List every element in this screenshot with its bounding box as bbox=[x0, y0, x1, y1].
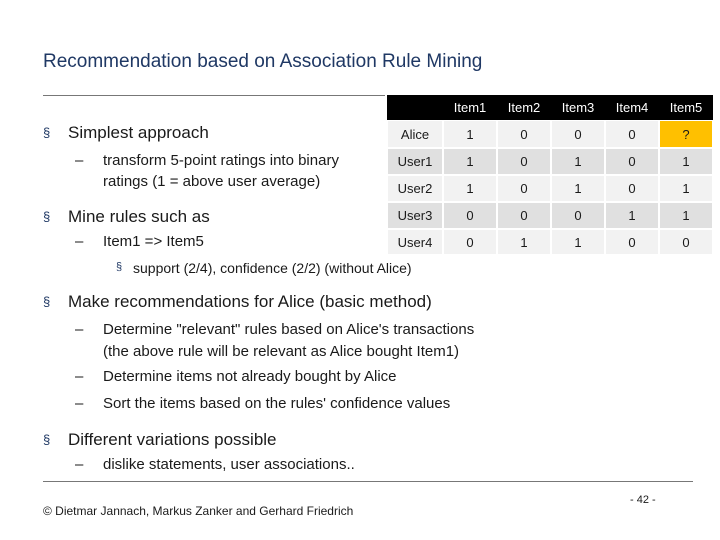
table-cell: 1 bbox=[444, 149, 496, 174]
bullet-text: Simplest approach bbox=[68, 123, 209, 142]
table-cell: 1 bbox=[498, 230, 550, 254]
table-header-cell: Item5 bbox=[669, 100, 703, 115]
table-cell: 1 bbox=[444, 121, 496, 147]
sub-marker: – bbox=[75, 152, 84, 169]
bullet-marker: § bbox=[43, 209, 51, 224]
sub-text: Determine "relevant" rules based on Alic… bbox=[103, 321, 475, 338]
sub-marker: – bbox=[75, 321, 84, 338]
table-row-label: User1 bbox=[388, 149, 442, 174]
sub-marker: – bbox=[75, 395, 84, 412]
sub-text: dislike statements, user associations.. bbox=[103, 456, 355, 473]
sub-marker: – bbox=[75, 456, 84, 473]
sub-text: transform 5-point ratings into binary bbox=[103, 152, 339, 169]
table-cell: 0 bbox=[552, 121, 604, 147]
bullet-marker: § bbox=[43, 432, 51, 447]
table-header-cell: Item3 bbox=[561, 100, 595, 115]
table-row-label: User3 bbox=[388, 203, 442, 228]
table-header-cell: Item4 bbox=[615, 100, 649, 115]
bullet-marker: § bbox=[43, 125, 51, 140]
slide-title: Recommendation based on Association Rule… bbox=[43, 51, 483, 72]
table-header-cell: Item1 bbox=[453, 100, 487, 115]
table-cell: 0 bbox=[606, 176, 658, 201]
table-cell: 1 bbox=[552, 149, 604, 174]
table-cell: 0 bbox=[444, 230, 496, 254]
table-cell: 1 bbox=[606, 203, 658, 228]
sub-text: ratings (1 = above user average) bbox=[103, 173, 321, 190]
bullet-text: Make recommendations for Alice (basic me… bbox=[68, 292, 432, 311]
table-cell: 1 bbox=[552, 230, 604, 254]
bullet-text: Different variations possible bbox=[68, 430, 277, 449]
title-rule bbox=[43, 95, 385, 96]
table-cell: 0 bbox=[498, 149, 550, 174]
table-cell: 0 bbox=[606, 149, 658, 174]
table-row-label: User4 bbox=[388, 230, 442, 254]
sub-text: (the above rule will be relevant as Alic… bbox=[103, 343, 460, 360]
table-cell: 0 bbox=[498, 176, 550, 201]
table-cell: 0 bbox=[498, 121, 550, 147]
page-number: - 42 - bbox=[630, 494, 656, 506]
table-cell: 0 bbox=[660, 230, 712, 254]
sub-text: Sort the items based on the rules' confi… bbox=[103, 395, 451, 412]
sub-marker: – bbox=[75, 368, 84, 385]
table-cell: 0 bbox=[498, 203, 550, 228]
table-cell: 1 bbox=[552, 176, 604, 201]
table-cell: 0 bbox=[552, 203, 604, 228]
subsub-text: support (2/4), confidence (2/2) (without… bbox=[133, 260, 412, 276]
table-cell: 0 bbox=[606, 121, 658, 147]
bullet-text: Mine rules such as bbox=[68, 207, 210, 226]
table-cell: 1 bbox=[660, 149, 712, 174]
table-cell: 1 bbox=[660, 176, 712, 201]
table-cell: 0 bbox=[606, 230, 658, 254]
table-row-label: Alice bbox=[388, 121, 442, 147]
table-header-bg bbox=[387, 95, 713, 120]
table-cell: ? bbox=[660, 121, 712, 147]
sub-marker: – bbox=[75, 233, 84, 250]
table-cell: 0 bbox=[444, 203, 496, 228]
footer: © Dietmar Jannach, Markus Zanker and Ger… bbox=[43, 504, 354, 518]
table-cell: 1 bbox=[660, 203, 712, 228]
footer-rule bbox=[43, 481, 693, 482]
table-row-label: User2 bbox=[388, 176, 442, 201]
sub-text: Determine items not already bought by Al… bbox=[103, 368, 397, 385]
table-cell: 1 bbox=[444, 176, 496, 201]
table-header-cell: Item2 bbox=[507, 100, 541, 115]
sub-text: Item1 => Item5 bbox=[103, 233, 204, 250]
bullet-marker: § bbox=[43, 294, 51, 309]
subsub-marker: § bbox=[116, 261, 123, 273]
